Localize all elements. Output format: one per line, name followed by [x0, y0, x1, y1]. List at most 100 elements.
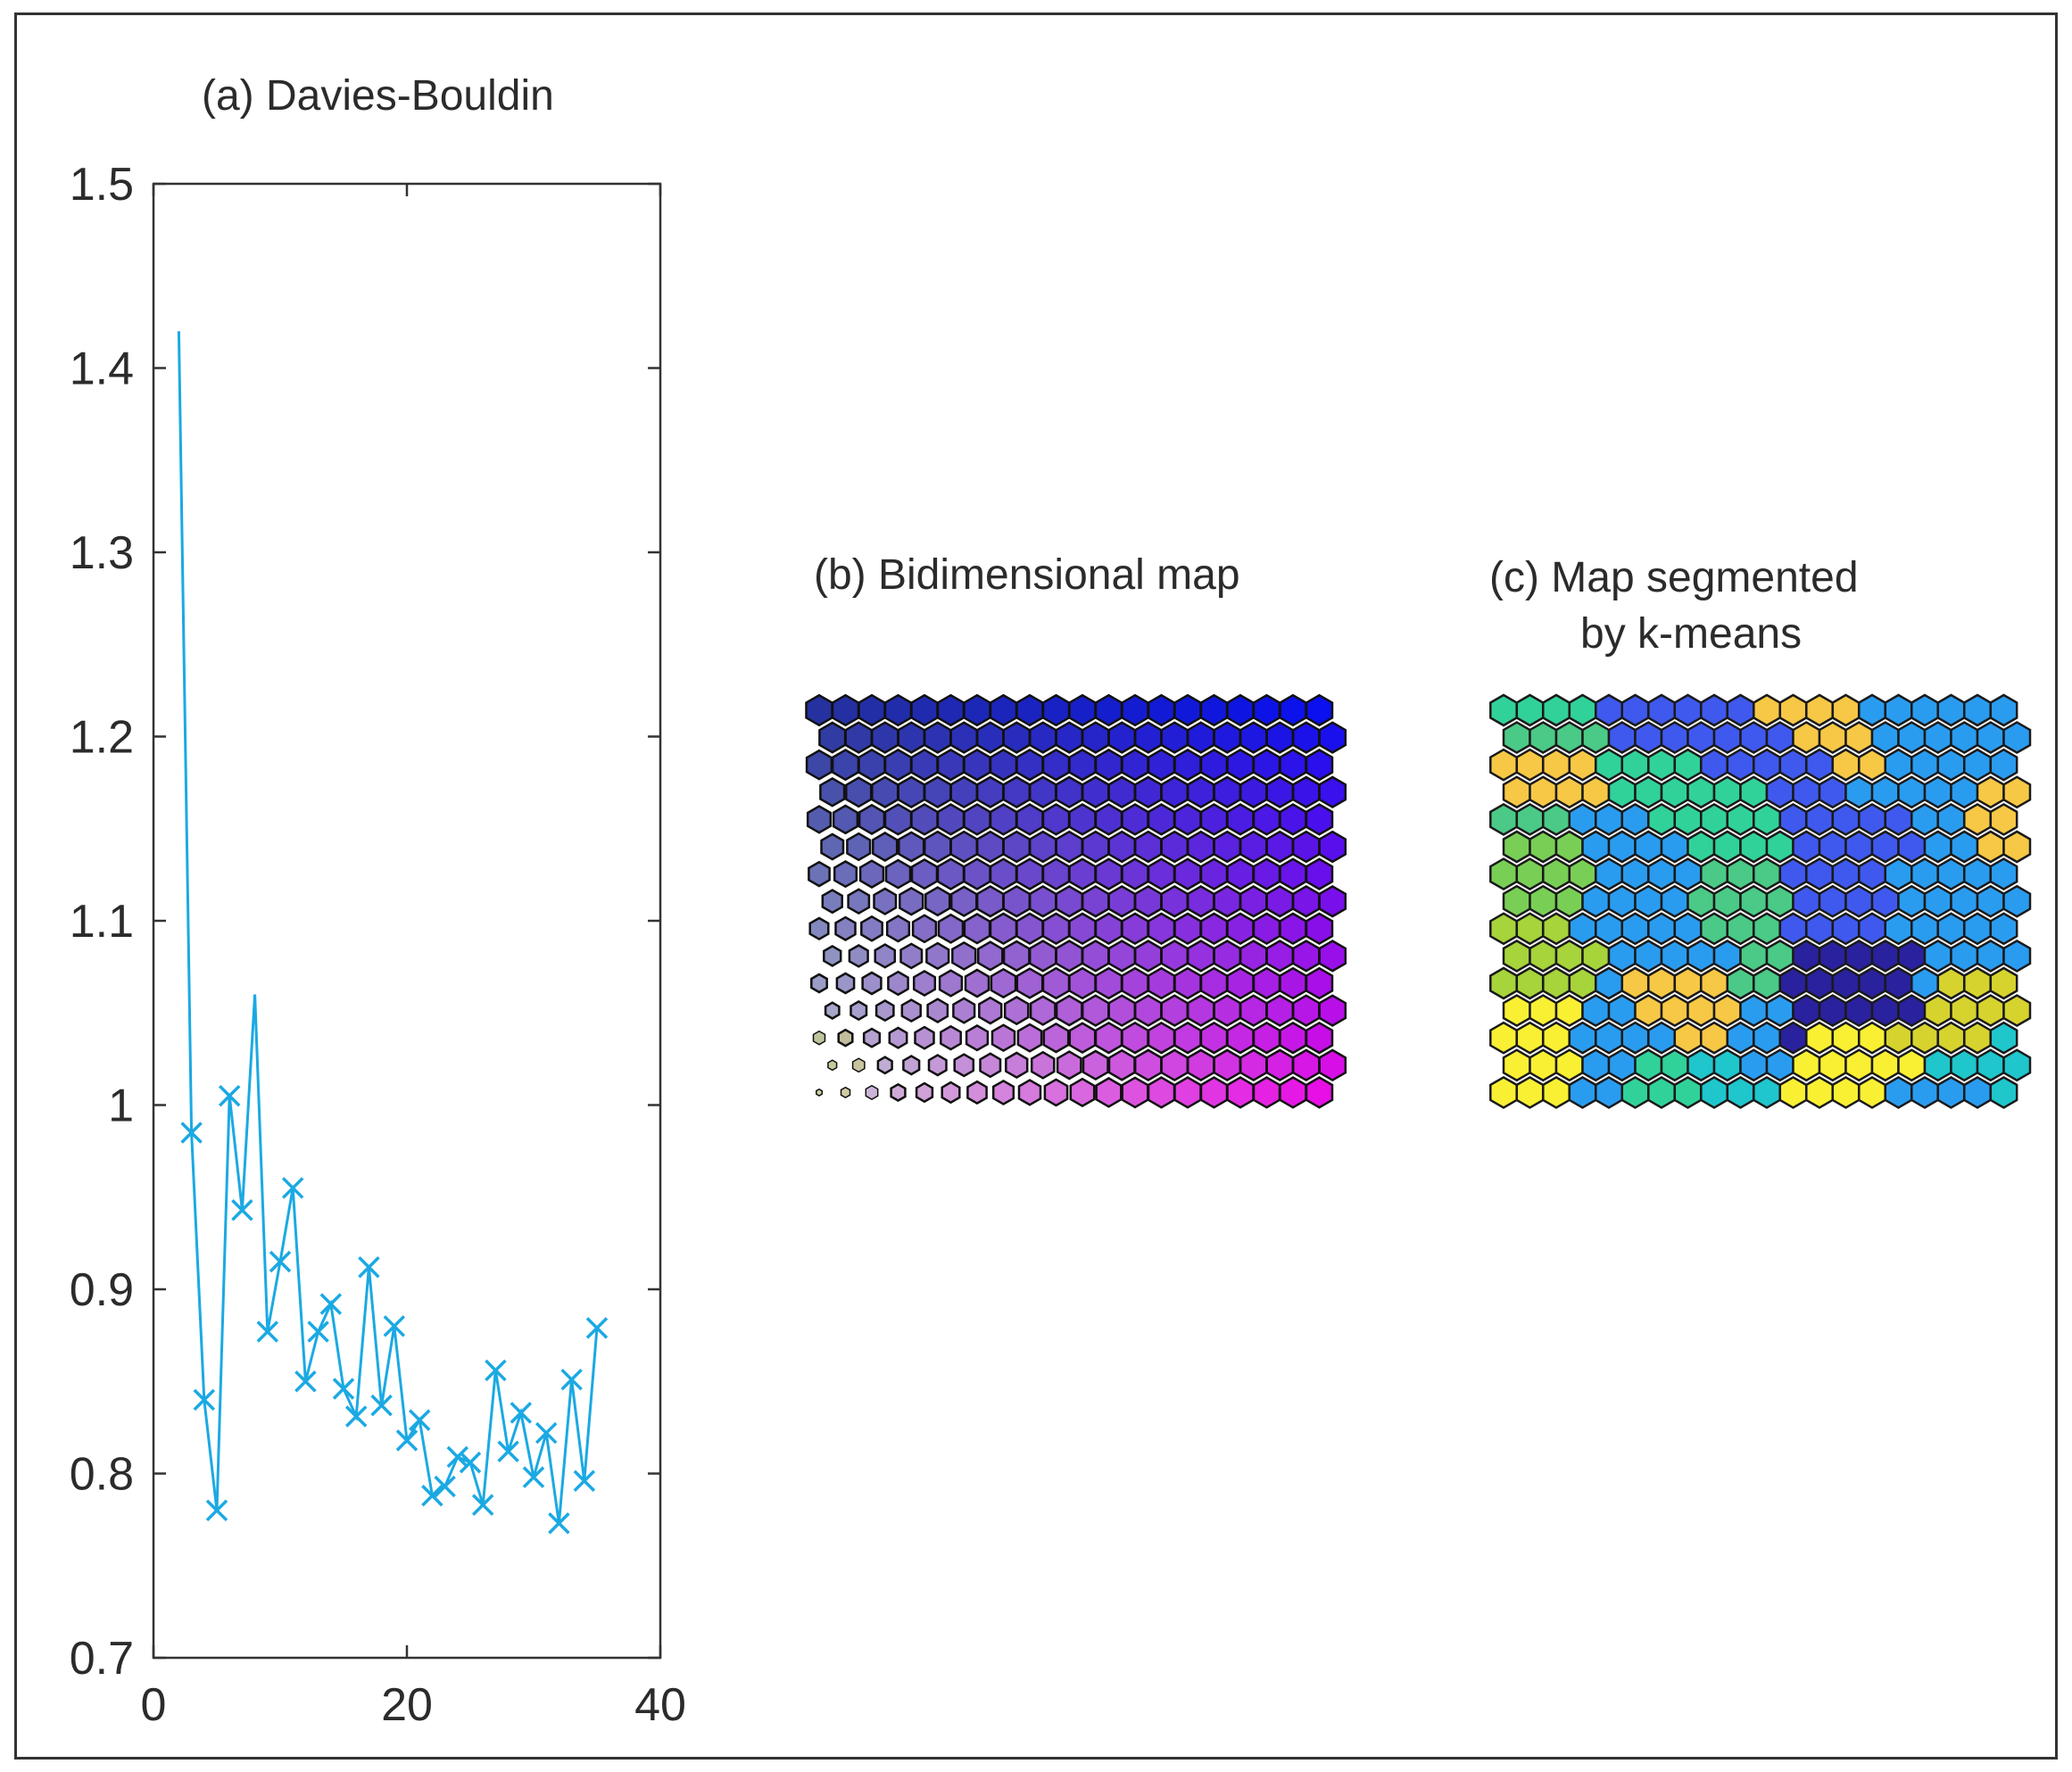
map-c-cell: [1489, 748, 1518, 782]
map-b-cell: [823, 944, 842, 967]
map-c-cell: [1858, 1075, 1886, 1109]
map-b-cell: [951, 940, 977, 971]
map-c-cell: [1647, 1021, 1676, 1055]
map-b-cell: [1252, 748, 1281, 782]
map-c-cell: [1607, 1048, 1637, 1082]
map-b-cell: [861, 971, 883, 996]
map-c-cell: [1700, 1075, 1728, 1109]
map-c-cell: [1634, 884, 1663, 918]
map-b-cell: [876, 1056, 893, 1075]
map-b-cell: [858, 693, 886, 727]
map-c-cell: [1647, 802, 1676, 836]
data-point-marker: [408, 1409, 431, 1431]
map-c-cell: [1595, 1021, 1623, 1055]
map-b-cell: [902, 1055, 921, 1076]
map-c-cell: [1542, 966, 1571, 1000]
map-b-cell: [1015, 803, 1044, 836]
map-c-cell: [1963, 857, 1992, 891]
map-c-cell: [1712, 721, 1742, 755]
map-c-cell: [1607, 830, 1637, 864]
map-b-cell: [1069, 1077, 1096, 1108]
map-c-cell: [1844, 775, 1874, 809]
map-b-cell: [949, 775, 979, 809]
map-b-cell: [1133, 994, 1163, 1027]
map-c-cell: [1910, 912, 1939, 946]
map-b-cell: [1279, 1021, 1307, 1055]
map-c-cell: [1989, 693, 2018, 727]
map-c-cell: [1844, 1048, 1874, 1082]
data-point-marker: [294, 1370, 317, 1393]
data-point-marker: [256, 1321, 279, 1343]
map-b-cell: [1068, 803, 1097, 836]
map-b-cell: [1160, 1048, 1189, 1082]
map-b-cell: [1055, 721, 1084, 754]
map-b-cell: [910, 748, 939, 782]
map-b-cell: [851, 1057, 866, 1073]
map-b-cell: [1055, 830, 1084, 864]
map-c-cell: [1660, 721, 1689, 755]
map-b-cell: [1041, 693, 1071, 727]
data-point-marker: [434, 1475, 456, 1498]
map-c-cell: [1936, 1021, 1966, 1055]
map-b-cell: [1016, 1023, 1043, 1053]
map-c-cell: [1660, 1048, 1689, 1082]
map-b-cell: [1015, 857, 1044, 890]
map-c-cell: [1778, 748, 1808, 782]
map-c-cell: [1568, 748, 1597, 782]
map-b-cell: [1015, 748, 1044, 782]
map-c-cell: [1542, 802, 1571, 836]
map-c-cell: [1515, 1021, 1545, 1055]
map-b-cell: [1107, 1048, 1136, 1081]
map-c-cell: [2002, 830, 2032, 864]
map-b-cell: [883, 748, 913, 782]
map-c-cell: [1950, 884, 1979, 918]
map-c-cell: [1805, 1021, 1834, 1055]
map-c-cell: [1726, 748, 1755, 782]
map-c-cell: [1554, 830, 1584, 864]
map-b-cell: [975, 884, 1005, 918]
map-c-cell: [1620, 693, 1650, 727]
y-tick-label: 1: [108, 1081, 134, 1132]
figure-frame: [14, 12, 2058, 1760]
map-b-cell: [1147, 693, 1176, 727]
map-b-cell: [837, 1028, 854, 1047]
map-c-cell: [1778, 966, 1808, 1000]
map-b-cell: [1133, 1048, 1163, 1082]
map-b-cell: [870, 721, 899, 754]
map-b-cell: [1213, 884, 1242, 918]
map-b-cell: [848, 944, 869, 968]
map-c-cell: [1712, 775, 1742, 809]
map-c-cell: [1778, 802, 1808, 836]
map-c-cell: [1923, 721, 1952, 755]
map-b-cell: [818, 721, 847, 754]
map-c-cell: [1884, 912, 1913, 946]
map-c-cell: [1554, 721, 1584, 755]
map-c-cell: [1884, 748, 1913, 782]
map-c-cell: [1687, 721, 1716, 755]
map-c-cell: [1897, 994, 1927, 1028]
map-c-cell: [1620, 802, 1650, 836]
map-b-cell: [1160, 994, 1189, 1027]
map-b-cell: [1028, 830, 1057, 864]
map-b-cell: [1041, 912, 1071, 946]
map-b-cell: [808, 860, 831, 888]
map-c-cell: [1554, 1048, 1584, 1082]
map-c-cell: [1660, 939, 1689, 973]
map-c-cell: [1739, 939, 1769, 973]
map-b-cell: [831, 749, 860, 782]
map-c-cell: [1950, 775, 1979, 809]
map-c-cell: [1923, 1048, 1952, 1082]
map-b-cell: [1199, 857, 1229, 890]
map-b-cell: [1133, 884, 1163, 918]
map-c-cell: [1529, 884, 1558, 918]
map-c-cell: [1529, 1048, 1558, 1082]
map-c-cell: [1660, 884, 1689, 918]
map-b-cell: [1041, 803, 1071, 836]
map-b-cell: [1318, 994, 1347, 1027]
map-c-cell: [1554, 939, 1584, 973]
map-b-cell: [915, 1081, 934, 1104]
map-c-cell: [1620, 912, 1650, 946]
map-c-cell: [1542, 912, 1571, 946]
map-b-cell: [963, 913, 991, 945]
